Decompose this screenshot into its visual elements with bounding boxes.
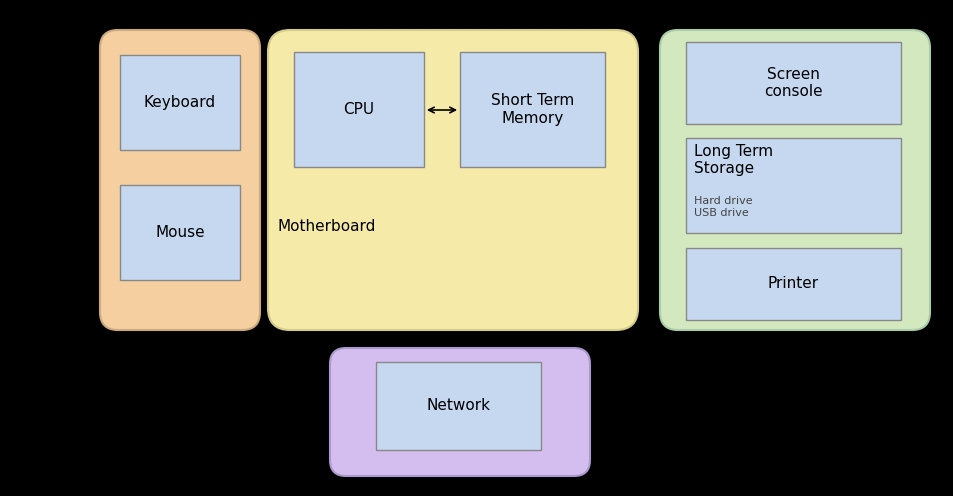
Bar xyxy=(685,42,900,124)
Text: Long Term
Storage: Long Term Storage xyxy=(693,144,772,177)
FancyBboxPatch shape xyxy=(268,30,638,330)
Text: Hard drive
USB drive: Hard drive USB drive xyxy=(693,196,752,218)
FancyBboxPatch shape xyxy=(100,30,260,330)
Bar xyxy=(685,248,900,320)
Bar xyxy=(120,185,240,280)
Text: Printer: Printer xyxy=(767,276,819,292)
Text: Mouse: Mouse xyxy=(155,225,205,240)
Text: Input: Input xyxy=(110,354,150,369)
Bar xyxy=(120,55,240,150)
Text: Network: Network xyxy=(426,398,490,414)
FancyBboxPatch shape xyxy=(330,348,589,476)
Bar xyxy=(459,52,604,167)
Bar xyxy=(294,52,423,167)
Text: Keyboard: Keyboard xyxy=(144,95,215,110)
Text: Screen
console: Screen console xyxy=(763,67,821,99)
Text: Output: Output xyxy=(667,354,720,369)
Text: Motherboard: Motherboard xyxy=(277,219,376,234)
Text: Input and Output: Input and Output xyxy=(339,478,471,493)
Text: Short Term
Memory: Short Term Memory xyxy=(491,93,574,125)
FancyBboxPatch shape xyxy=(659,30,929,330)
Bar xyxy=(375,362,540,450)
Text: CPU: CPU xyxy=(343,102,375,117)
Bar xyxy=(685,138,900,233)
